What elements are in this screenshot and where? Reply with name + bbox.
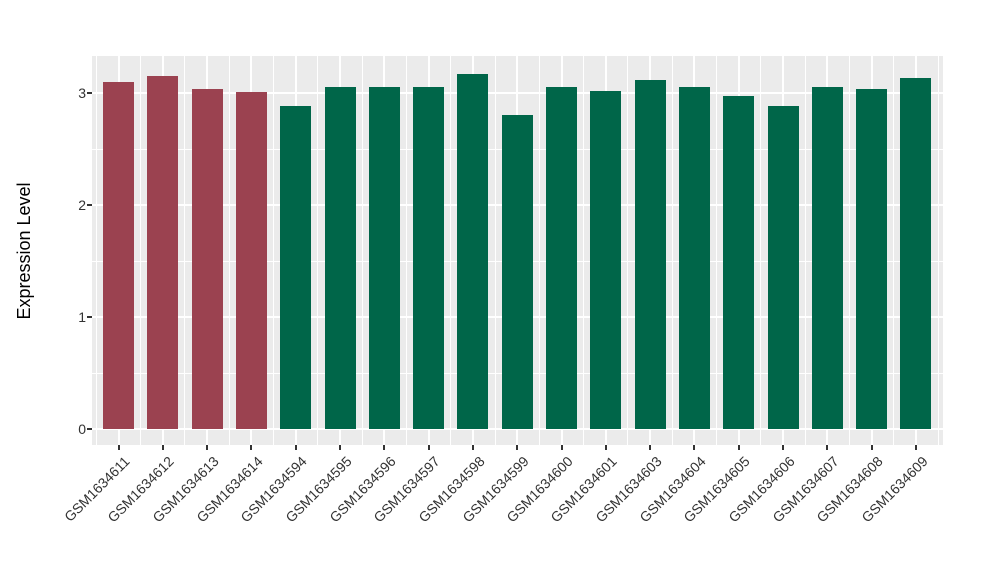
gridline-x-minor [804,56,806,445]
gridline-x-minor [893,56,895,445]
y-tick-label: 0 [78,421,86,437]
bar-GSM1634604 [678,87,710,429]
bar-GSM1634594 [280,106,312,429]
x-tick-mark [250,445,253,450]
y-tick-label: 1 [78,309,86,325]
bar-GSM1634599 [501,115,533,429]
x-tick-mark [693,445,696,450]
x-tick-mark [383,445,386,450]
y-tick-mark [87,428,92,430]
x-tick-mark [161,445,164,450]
gridline-x-minor [184,56,186,445]
bar-GSM1634597 [413,87,445,429]
x-tick-mark [737,445,740,450]
bar-GSM1634601 [590,90,622,429]
x-tick-mark [914,445,917,450]
gridline-x-minor [760,56,762,445]
gridline-x-minor [937,56,939,445]
bar-GSM1634603 [634,79,666,429]
y-tick-mark [87,316,92,318]
x-tick-mark [870,445,873,450]
x-tick-mark [471,445,474,450]
y-tick-label: 3 [78,85,86,101]
x-tick-mark [649,445,652,450]
gridline-x-minor [361,56,363,445]
gridline-x-minor [273,56,275,445]
bar-GSM1634600 [546,87,577,429]
gridline-x-minor [848,56,850,445]
x-tick-mark [516,445,519,450]
gridline-x-minor [627,56,629,445]
bar-GSM1634614 [235,91,267,429]
bar-GSM1634613 [191,88,223,429]
bar-GSM1634596 [368,87,400,429]
bar-GSM1634611 [103,81,134,429]
gridline-x-minor [95,56,97,445]
x-tick-mark [206,445,209,450]
gridline-x-minor [228,56,230,445]
bar-GSM1634612 [147,76,179,429]
gridline-x-minor [405,56,407,445]
bar-GSM1634606 [767,106,799,429]
gridline-x-minor [317,56,319,445]
bar-GSM1634605 [723,96,755,429]
gridline-x-minor [583,56,585,445]
x-tick-mark [427,445,430,450]
bar-GSM1634608 [856,88,888,429]
x-tick-mark [826,445,829,450]
bar-GSM1634595 [324,87,356,429]
gridline-x-minor [494,56,496,445]
x-tick-mark [339,445,341,450]
y-tick-label: 2 [78,197,86,213]
y-axis-title: Expression Level [14,181,34,320]
gridline-x-minor [450,56,452,445]
gridline-x-minor [716,56,718,445]
gridline-x-minor [538,56,540,445]
y-tick-mark [87,204,92,206]
bar-GSM1634609 [900,78,932,429]
gridline-x-minor [140,56,142,445]
x-tick-mark [782,445,784,450]
x-tick-mark [294,445,297,450]
x-tick-mark [560,445,563,450]
bar-GSM1634598 [457,73,489,429]
gridline-x-minor [671,56,673,445]
bar-GSM1634607 [811,87,843,429]
y-tick-mark [87,92,92,94]
x-tick-mark [117,445,120,450]
x-tick-mark [604,445,607,450]
